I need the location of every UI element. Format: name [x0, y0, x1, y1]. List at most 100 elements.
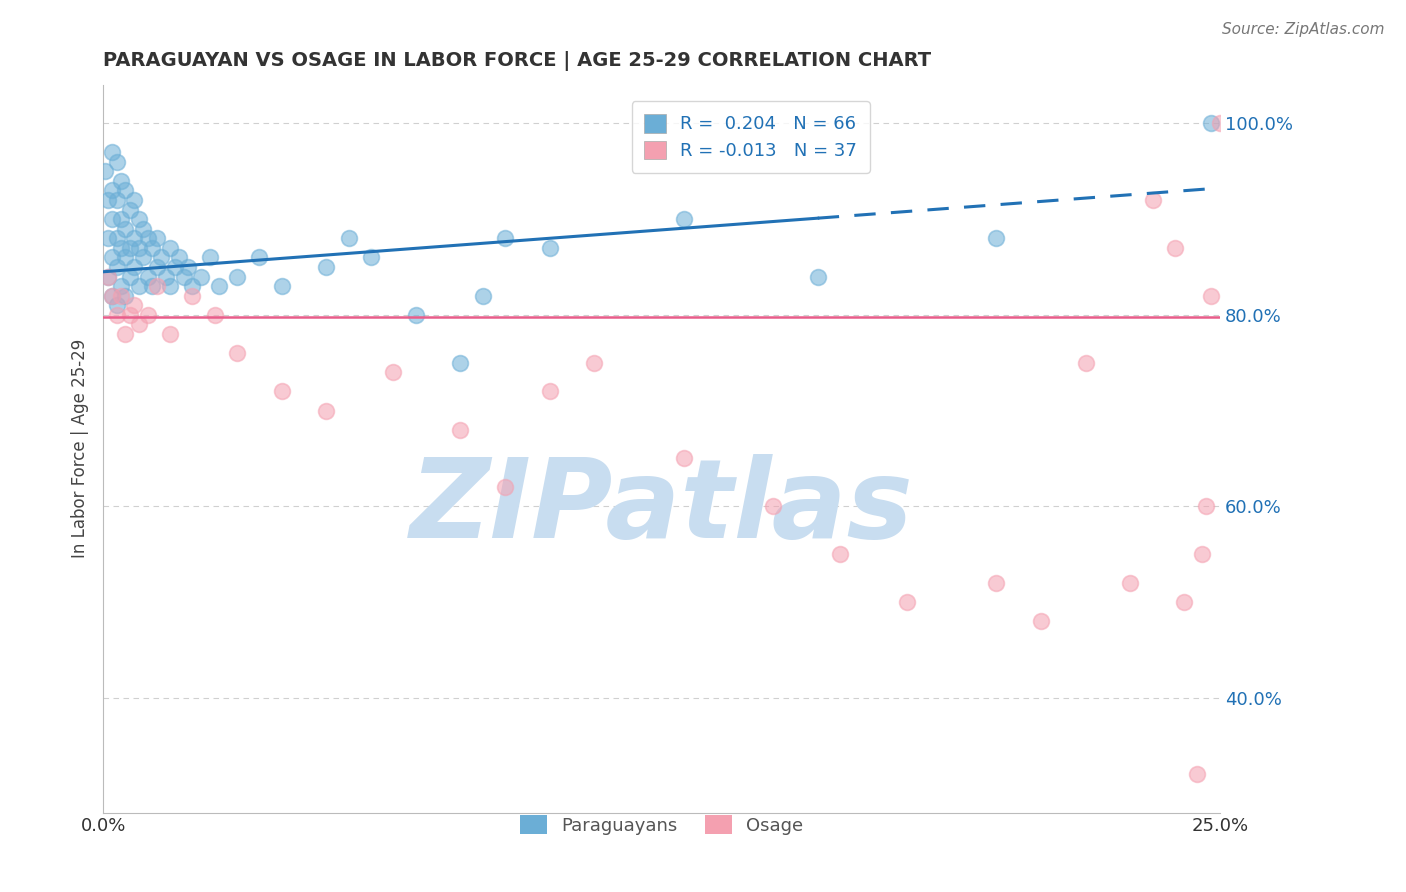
- Point: [114, 326, 136, 341]
- Point: [226, 269, 249, 284]
- Point: [177, 260, 200, 274]
- Point: [136, 269, 159, 284]
- Point: [94, 164, 117, 178]
- Point: [583, 356, 606, 370]
- Point: [101, 289, 124, 303]
- Point: [110, 212, 132, 227]
- Point: [132, 221, 155, 235]
- Point: [145, 260, 167, 274]
- Point: [494, 480, 516, 494]
- Point: [128, 279, 150, 293]
- Point: [114, 251, 136, 265]
- Point: [105, 308, 128, 322]
- Point: [114, 183, 136, 197]
- Point: [1187, 767, 1209, 781]
- Point: [101, 183, 124, 197]
- Point: [449, 356, 471, 370]
- Point: [494, 231, 516, 245]
- Point: [828, 547, 851, 561]
- Point: [538, 241, 561, 255]
- Point: [538, 384, 561, 399]
- Point: [270, 384, 292, 399]
- Point: [97, 193, 120, 207]
- Point: [114, 221, 136, 235]
- Point: [110, 279, 132, 293]
- Point: [97, 231, 120, 245]
- Point: [145, 231, 167, 245]
- Point: [145, 279, 167, 293]
- Point: [101, 212, 124, 227]
- Point: [672, 212, 695, 227]
- Text: ZIPatlas: ZIPatlas: [409, 453, 914, 560]
- Point: [101, 251, 124, 265]
- Point: [141, 279, 163, 293]
- Point: [150, 251, 173, 265]
- Point: [807, 269, 830, 284]
- Point: [337, 231, 360, 245]
- Point: [141, 241, 163, 255]
- Text: Source: ZipAtlas.com: Source: ZipAtlas.com: [1222, 22, 1385, 37]
- Point: [136, 308, 159, 322]
- Point: [672, 451, 695, 466]
- Point: [315, 260, 337, 274]
- Point: [124, 298, 146, 312]
- Point: [97, 269, 120, 284]
- Point: [159, 241, 181, 255]
- Point: [1029, 614, 1052, 628]
- Point: [405, 308, 427, 322]
- Point: [1199, 289, 1222, 303]
- Point: [105, 231, 128, 245]
- Point: [118, 202, 141, 217]
- Point: [155, 269, 177, 284]
- Point: [360, 251, 382, 265]
- Point: [1074, 356, 1097, 370]
- Point: [270, 279, 292, 293]
- Point: [1209, 116, 1232, 130]
- Point: [382, 365, 405, 379]
- Point: [896, 595, 918, 609]
- Point: [97, 269, 120, 284]
- Point: [118, 308, 141, 322]
- Point: [315, 403, 337, 417]
- Point: [1173, 595, 1195, 609]
- Point: [1164, 241, 1187, 255]
- Point: [110, 241, 132, 255]
- Point: [136, 231, 159, 245]
- Point: [200, 251, 222, 265]
- Point: [762, 500, 785, 514]
- Point: [208, 279, 231, 293]
- Point: [163, 260, 186, 274]
- Point: [167, 251, 190, 265]
- Point: [118, 241, 141, 255]
- Text: PARAGUAYAN VS OSAGE IN LABOR FORCE | AGE 25-29 CORRELATION CHART: PARAGUAYAN VS OSAGE IN LABOR FORCE | AGE…: [103, 51, 931, 70]
- Point: [471, 289, 494, 303]
- Point: [173, 269, 195, 284]
- Point: [1142, 193, 1164, 207]
- Point: [124, 193, 146, 207]
- Legend: Paraguayans, Osage: Paraguayans, Osage: [510, 806, 813, 844]
- Point: [159, 279, 181, 293]
- Point: [1119, 575, 1142, 590]
- Point: [159, 326, 181, 341]
- Point: [204, 308, 226, 322]
- Point: [105, 298, 128, 312]
- Point: [226, 346, 249, 360]
- Point: [124, 260, 146, 274]
- Point: [128, 241, 150, 255]
- Point: [105, 193, 128, 207]
- Point: [181, 289, 204, 303]
- Point: [114, 289, 136, 303]
- Point: [110, 289, 132, 303]
- Point: [105, 154, 128, 169]
- Point: [181, 279, 204, 293]
- Point: [986, 231, 1008, 245]
- Point: [124, 231, 146, 245]
- Point: [1199, 116, 1222, 130]
- Point: [1195, 500, 1218, 514]
- Point: [190, 269, 212, 284]
- Point: [132, 251, 155, 265]
- Point: [110, 174, 132, 188]
- Point: [1191, 547, 1213, 561]
- Point: [249, 251, 271, 265]
- Y-axis label: In Labor Force | Age 25-29: In Labor Force | Age 25-29: [72, 339, 89, 558]
